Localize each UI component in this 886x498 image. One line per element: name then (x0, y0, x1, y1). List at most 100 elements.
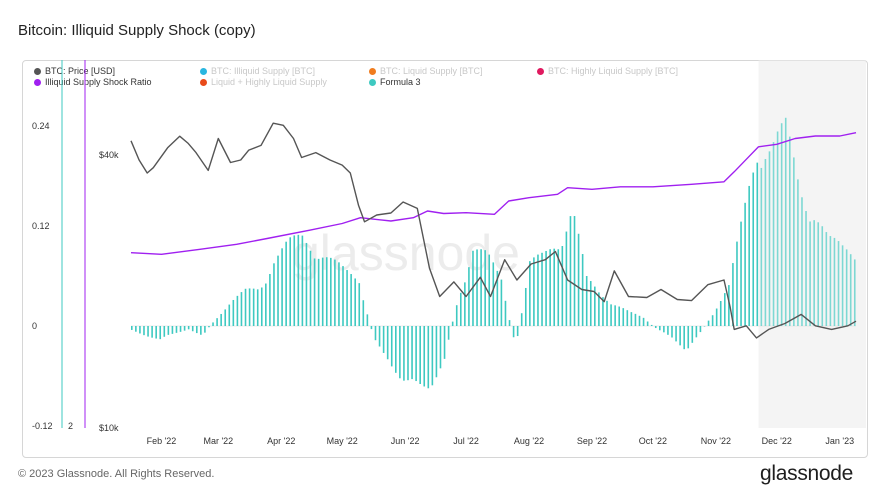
formula-3-bar (833, 237, 836, 326)
formula-3-bar (451, 321, 454, 326)
legend-dot-icon (34, 79, 41, 87)
formula-3-bar (723, 293, 726, 326)
formula-3-bar (638, 315, 641, 326)
formula-3-bar (561, 246, 564, 326)
formula-3-bar (330, 257, 332, 326)
formula-3-bar (155, 326, 157, 339)
formula-3-bar (216, 318, 218, 326)
formula-3-bar (744, 202, 746, 326)
x-tick-label: Nov '22 (701, 436, 731, 446)
formula-3-bar (309, 250, 312, 326)
formula-3-bar (435, 326, 438, 378)
formula-3-bar (569, 216, 572, 326)
x-tick-label: Apr '22 (267, 436, 295, 446)
formula-3-bar (464, 282, 466, 326)
legend-item-supply-shock-ratio[interactable]: Illiquid Supply Shock Ratio (34, 77, 152, 87)
formula-3-bar (671, 326, 673, 338)
formula-3-bar (285, 241, 287, 326)
legend-item-formula-3[interactable]: Formula 3 (369, 77, 421, 87)
btc-price-line (130, 122, 857, 339)
formula-3-bar (813, 220, 815, 326)
formula-3-bar (529, 261, 531, 326)
formula-3-bar (545, 250, 547, 326)
formula-3-bar (772, 142, 775, 326)
formula-3-bar (549, 249, 551, 326)
legend-item-highly-liquid-supply[interactable]: BTC: Highly Liquid Supply [BTC] (537, 66, 678, 76)
formula-3-bar (642, 317, 645, 326)
formula-3-bar (419, 326, 421, 384)
formula-3-bar (756, 162, 759, 326)
formula-3-bar (614, 305, 616, 326)
formula-3-bar (732, 263, 734, 326)
formula-3-bar (277, 255, 279, 326)
formula-3-bar (533, 257, 535, 326)
formula-3-bar (342, 266, 344, 326)
formula-3-bar (382, 326, 385, 353)
shaded-projection-region (758, 60, 866, 428)
legend-item-btc-price[interactable]: BTC: Price [USD] (34, 66, 115, 76)
formula-3-bar (179, 326, 182, 332)
formula-3-bar (793, 157, 795, 326)
legend-label: Liquid + Highly Liquid Supply (211, 77, 327, 87)
formula-3-bar (711, 315, 714, 326)
formula-3-bar (297, 234, 300, 326)
legend-item-liquid-plus-highly-liquid[interactable]: Liquid + Highly Liquid Supply (200, 77, 327, 87)
y-tick-label-left: 0 (32, 321, 37, 331)
formula-3-bar (667, 326, 669, 335)
formula-3-bar (646, 321, 649, 326)
formula-3-bar (764, 159, 767, 326)
formula-3-bar (675, 326, 677, 342)
formula-3-bar (760, 167, 763, 326)
formula-3-bar (183, 326, 186, 331)
y-tick-label-left: -0.12 (32, 421, 53, 431)
formula-3-bar (220, 313, 222, 326)
formula-3-bar (313, 258, 316, 326)
x-tick-label: Jul '22 (453, 436, 479, 446)
formula-3-bar (740, 221, 742, 326)
formula-3-bar (293, 235, 296, 326)
legend-label: Illiquid Supply Shock Ratio (45, 77, 152, 87)
formula-3-bar (248, 288, 251, 326)
x-tick-label: Oct '22 (639, 436, 667, 446)
formula-3-bar (492, 262, 495, 326)
legend-dot-icon (200, 68, 207, 76)
y-tick-label-price: $10k (99, 423, 119, 433)
formula-3-bar (480, 249, 482, 326)
formula-3-bar (585, 276, 588, 326)
formula-3-bar (403, 326, 405, 381)
formula-3-bar (768, 151, 771, 326)
formula-3-bar (131, 326, 133, 330)
legend-dot-icon (369, 68, 376, 76)
legend-item-illiquid-supply[interactable]: BTC: Illiquid Supply [BTC] (200, 66, 315, 76)
formula-3-bar (244, 288, 247, 326)
formula-3-bar (837, 241, 840, 326)
formula-3-bar (829, 236, 832, 326)
formula-3-bar (557, 249, 560, 326)
formula-3-bar (240, 292, 243, 326)
formula-3-bar (256, 289, 259, 326)
formula-3-bar (679, 326, 681, 346)
legend-dot-icon (34, 68, 41, 76)
formula-3-bar (589, 281, 592, 326)
formula-3-bar (301, 235, 304, 326)
formula-3-bar (468, 267, 470, 326)
formula-3-bar (748, 185, 750, 326)
formula-3-bar (663, 326, 665, 333)
formula-3-bar (269, 273, 271, 326)
formula-3-bar (325, 257, 328, 326)
legend-item-liquid-supply[interactable]: BTC: Liquid Supply [BTC] (369, 66, 483, 76)
formula-3-bar (516, 326, 519, 337)
formula-3-bar (805, 211, 807, 326)
formula-3-bar (524, 287, 527, 326)
x-tick-label: Jun '22 (391, 436, 420, 446)
formula-3-bar (626, 310, 629, 326)
y-tick-label-secondary: 2 (68, 421, 73, 431)
formula-3-bar (317, 258, 320, 326)
formula-3-bar (386, 326, 389, 360)
formula-3-bar (654, 326, 657, 329)
watermark-text: glassnode (292, 225, 520, 281)
formula-3-bar (407, 326, 409, 381)
formula-3-bar (703, 326, 706, 327)
formula-3-bar (224, 309, 227, 326)
formula-3-bar (390, 326, 393, 367)
